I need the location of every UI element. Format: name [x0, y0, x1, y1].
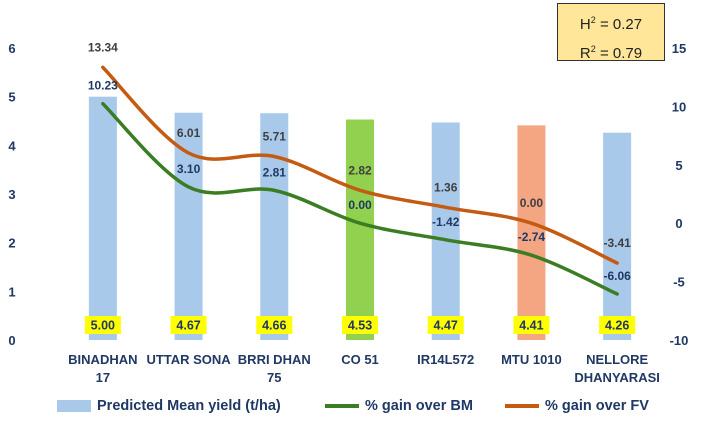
line-label-fv-2: 5.71 [263, 130, 287, 144]
line-fv [101, 65, 619, 265]
legend-item-fv: % gain over FV [505, 398, 649, 414]
x-tick-3-line-0: CO 51 [341, 352, 379, 367]
line-bm [101, 101, 619, 296]
bar-label-5: 4.41 [519, 319, 543, 333]
line-label-bm-1: 3.10 [177, 162, 201, 176]
bar-label-bg-6 [599, 316, 636, 334]
right-tick-0: -10 [670, 333, 689, 348]
x-axis: BINADHAN 17 UTTAR SONA BRRI DHAN 75 CO 51 IR14… [68, 352, 660, 385]
legend-swatch-bm [325, 404, 359, 408]
legend-label-bm: % gain over BM [365, 398, 473, 414]
line-labels: 10.23 3.10 2.81 0.00 -1.42 -2.74 -6.06 13.34 6.0… [88, 40, 631, 283]
left-tick-6: 6 [8, 41, 15, 56]
x-tick-5-line-0: MTU 1010 [501, 352, 562, 367]
left-tick-0: 0 [8, 333, 15, 348]
bar-label-bg-0 [84, 316, 121, 334]
left-tick-2: 2 [8, 236, 15, 251]
x-tick-6-line-0: NELLORE [586, 352, 648, 367]
line-label-bm-6: -6.06 [603, 269, 631, 283]
line-label-bm-0: 10.23 [88, 79, 118, 93]
line-label-fv-4: 1.36 [434, 180, 458, 194]
line-label-fv-3: 2.82 [348, 163, 372, 177]
bar-label-bg-4 [427, 316, 464, 334]
bar-1 [174, 112, 203, 340]
legend-label-fv: % gain over FV [545, 398, 649, 414]
bar-6 [603, 132, 632, 340]
x-tick-2-line-1: 75 [267, 370, 281, 385]
legend-swatch-yield [57, 400, 91, 412]
legend-item-yield: Predicted Mean yield (t/ha) [57, 398, 281, 414]
x-tick-1-line-0: UTTAR SONA [146, 352, 231, 367]
x-tick-2-line-0: BRRI DHAN [238, 352, 311, 367]
right-tick-1: -5 [673, 275, 685, 290]
right-axis: -10 -5 0 5 10 15 [670, 41, 689, 348]
right-tick-4: 10 [672, 99, 686, 114]
line-label-fv-0: 13.34 [88, 40, 118, 54]
left-tick-3: 3 [8, 187, 15, 202]
x-tick-0-line-0: BINADHAN [68, 352, 137, 367]
x-tick-6-line-1: DHANYARASI [574, 370, 659, 385]
bar-label-bg-1 [170, 316, 207, 334]
right-tick-2: 0 [675, 216, 682, 231]
line-label-bm-5: -2.74 [518, 230, 546, 244]
bar-2 [260, 113, 289, 340]
bar-label-6: 4.26 [605, 319, 629, 333]
bar-labels: 5.00 4.67 4.66 4.53 4.47 4.41 4.26 [84, 316, 636, 334]
legend-label-yield: Predicted Mean yield (t/ha) [97, 398, 281, 414]
line-label-fv-5: 0.00 [520, 196, 544, 210]
left-tick-1: 1 [8, 284, 15, 299]
legend-swatch-fv [505, 404, 539, 408]
x-tick-4-line-0: IR14L572 [417, 352, 474, 367]
bar-label-bg-2 [256, 316, 293, 334]
bar-label-2: 4.66 [262, 319, 286, 333]
bar-label-0: 5.00 [91, 319, 115, 333]
stats-annotation: H2 = 0.27 R2 = 0.79 [557, 3, 665, 62]
bar-label-bg-5 [513, 316, 550, 334]
bar-label-1: 4.67 [176, 319, 200, 333]
right-tick-5: 15 [672, 41, 686, 56]
left-tick-4: 4 [8, 138, 16, 153]
bar-3 [346, 119, 374, 340]
left-tick-5: 5 [8, 90, 15, 105]
bar-4 [431, 122, 460, 341]
right-tick-3: 5 [675, 158, 682, 173]
line-label-bm-4: -1.42 [432, 215, 460, 229]
line-label-bm-3: 0.00 [348, 198, 372, 212]
bar-group [88, 96, 632, 341]
bar-label-3: 4.53 [348, 319, 372, 333]
line-label-fv-1: 6.01 [177, 126, 201, 140]
bar-5 [517, 125, 546, 340]
left-axis: 0 1 2 3 4 5 6 [8, 41, 16, 348]
legend: Predicted Mean yield (t/ha) % gain over … [57, 396, 697, 420]
line-group [101, 65, 619, 296]
legend-item-bm: % gain over BM [325, 398, 473, 414]
bar-label-4: 4.47 [434, 319, 458, 333]
line-label-fv-6: -3.41 [603, 236, 631, 250]
r2-stat: R2 = 0.79 [579, 44, 643, 62]
x-tick-0-line-1: 17 [96, 370, 110, 385]
bar-0 [88, 96, 117, 341]
h2-stat: H2 = 0.27 [579, 15, 643, 33]
line-label-bm-2: 2.81 [263, 165, 287, 179]
bar-label-bg-3 [342, 316, 378, 334]
